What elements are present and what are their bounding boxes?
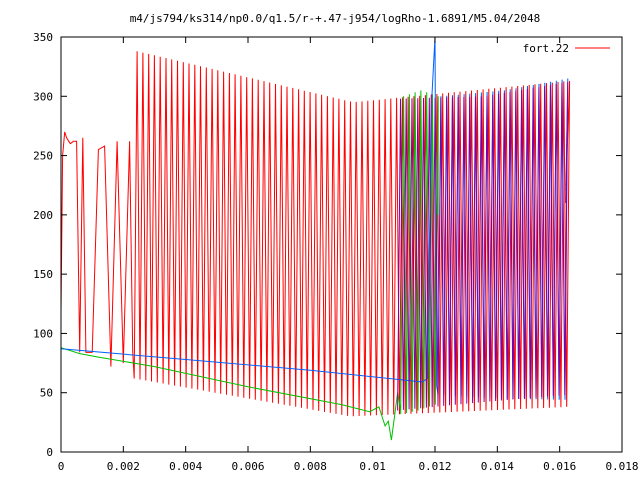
y-tick-label: 50 xyxy=(40,387,53,400)
x-axis: 0 0.002 0.004 0.006 0.008 0.01 0.012 0.014 0.016… xyxy=(58,37,639,473)
x-tick-label: 0.016 xyxy=(543,460,576,473)
y-tick-label: 300 xyxy=(33,90,53,103)
x-tick-label: 0 xyxy=(58,460,65,473)
chart-title: m4/js794/ks314/np0.0/q1.5/r-+.47-j954/lo… xyxy=(130,12,541,25)
y-tick-label: 0 xyxy=(46,446,53,459)
x-tick-label: 0.014 xyxy=(481,460,514,473)
x-tick-label: 0.004 xyxy=(169,460,202,473)
x-tick-label: 0.01 xyxy=(359,460,386,473)
x-tick-label: 0.008 xyxy=(294,460,327,473)
series-line-0 xyxy=(60,51,571,417)
series-line-1 xyxy=(60,90,439,441)
y-tick-label: 350 xyxy=(33,31,53,44)
y-tick-label: 100 xyxy=(33,327,53,340)
plot-frame xyxy=(60,36,623,453)
y-axis: 0 50 100 150 200 250 300 350 xyxy=(33,31,622,459)
series-line-2 xyxy=(60,36,569,400)
legend-label: fort.22 xyxy=(523,42,569,55)
legend: fort.22 xyxy=(523,42,610,55)
series-layer xyxy=(60,36,571,441)
y-tick-label: 200 xyxy=(33,209,53,222)
y-tick-label: 150 xyxy=(33,268,53,281)
x-tick-label: 0.012 xyxy=(418,460,451,473)
x-tick-label: 0.002 xyxy=(107,460,140,473)
series-line-3 xyxy=(397,82,569,411)
x-tick-label: 0.006 xyxy=(231,460,264,473)
x-tick-label: 0.018 xyxy=(605,460,638,473)
y-tick-label: 250 xyxy=(33,150,53,163)
